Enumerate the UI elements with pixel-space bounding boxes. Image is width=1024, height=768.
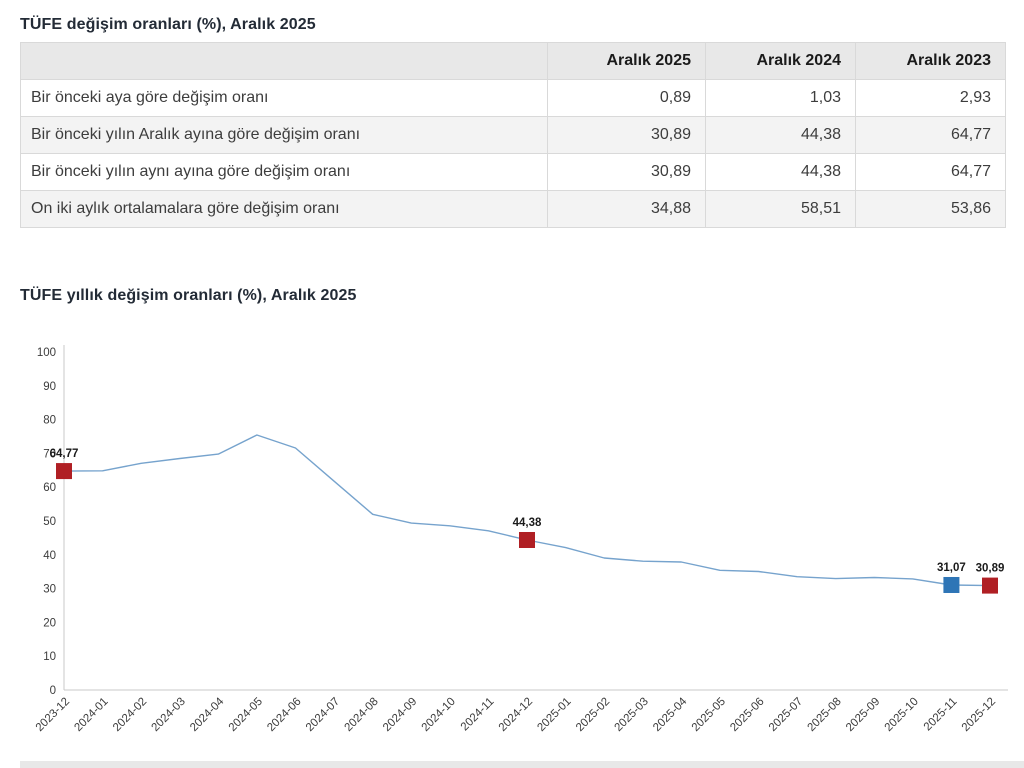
y-axis-tick-label: 50 <box>43 516 56 528</box>
x-axis-tick-label: 2025-02 <box>574 696 612 734</box>
chart-title: TÜFE yıllık değişim oranları (%), Aralık… <box>20 287 357 304</box>
x-axis-tick-label: 2024-02 <box>111 696 149 734</box>
data-label: 64,77 <box>50 448 79 460</box>
x-axis-tick-label: 2025-11 <box>922 696 960 734</box>
horizontal-scrollbar-track[interactable] <box>20 761 1024 768</box>
x-axis-tick-label: 2025-04 <box>651 695 690 734</box>
x-axis-tick-label: 2025-12 <box>960 696 998 734</box>
cpi-series-line <box>63 434 991 587</box>
header-cell: Aralık 2024 <box>705 42 856 80</box>
header-empty-cell <box>20 42 548 80</box>
row-value-cell: 53,86 <box>855 190 1006 228</box>
x-axis-tick-label: 2024-07 <box>304 696 342 734</box>
y-axis-tick-label: 10 <box>43 651 56 663</box>
row-value-cell: 2,93 <box>855 79 1006 117</box>
y-axis-tick-label: 90 <box>43 381 56 393</box>
cpi-table-header: Aralık 2025 Aralık 2024 Aralık 2023 <box>20 42 1006 80</box>
y-axis-tick-label: 70 <box>43 448 56 460</box>
y-axis-tick-label: 0 <box>50 685 56 697</box>
data-marker <box>519 531 535 548</box>
y-axis-tick-label: 100 <box>37 347 56 359</box>
header-cell: Aralık 2025 <box>547 42 706 80</box>
data-marker <box>56 463 72 480</box>
annual-cpi-chart-area: 0 10 20 30 40 50 60 70 80 90 100 2023-12 2024-01 2024… <box>20 333 1024 763</box>
table-row: On iki aylık ortalamalara göre değişim o… <box>20 190 1006 228</box>
x-axis-tick-label: 2025-07 <box>767 696 805 734</box>
x-axis-tick-label: 2025-09 <box>844 696 882 734</box>
row-value-cell: 30,89 <box>547 153 706 191</box>
row-value-cell: 1,03 <box>705 79 856 117</box>
table-header-row: Aralık 2025 Aralık 2024 Aralık 2023 <box>20 42 1006 80</box>
y-axis-tick-label: 80 <box>43 415 56 427</box>
row-value-cell: 64,77 <box>855 116 1006 154</box>
data-label: 30,89 <box>976 563 1005 575</box>
row-label-cell: Bir önceki yılın Aralık ayına göre değiş… <box>20 116 548 154</box>
row-value-cell: 34,88 <box>547 190 706 228</box>
x-axis-tick-label: 2024-05 <box>227 696 265 734</box>
x-axis-tick-label: 2025-03 <box>613 696 651 734</box>
data-label: 31,07 <box>937 562 966 574</box>
table-title: TÜFE değişim oranları (%), Aralık 2025 <box>20 16 316 33</box>
row-value-cell: 44,38 <box>705 116 856 154</box>
table-row: Bir önceki yılın Aralık ayına göre değiş… <box>20 116 1006 154</box>
x-axis-tick-label: 2024-01 <box>72 696 110 734</box>
x-axis-tick-label: 2024-10 <box>420 696 458 734</box>
y-axis-tick-label: 20 <box>43 617 56 629</box>
x-axis-tick-label: 2025-05 <box>690 696 728 734</box>
x-axis-tick-label: 2024-04 <box>188 695 227 734</box>
row-label-cell: Bir önceki aya göre değişim oranı <box>20 79 548 117</box>
data-label: 44,38 <box>513 517 542 529</box>
row-label-cell: Bir önceki yılın aynı ayına göre değişim… <box>20 153 548 191</box>
x-axis-tick-label: 2024-11 <box>459 696 497 734</box>
row-value-cell: 44,38 <box>705 153 856 191</box>
row-value-cell: 64,77 <box>855 153 1006 191</box>
x-axis-tick-label: 2025-08 <box>805 696 843 734</box>
header-cell: Aralık 2023 <box>855 42 1006 80</box>
data-marker <box>982 577 998 594</box>
row-label-cell: On iki aylık ortalamalara göre değişim o… <box>20 190 548 228</box>
x-axis-tick-label: 2025-10 <box>883 696 921 734</box>
cpi-table-body: Bir önceki aya göre değişim oranı 0,89 1,0… <box>20 79 1006 228</box>
data-marker <box>943 576 960 593</box>
cpi-change-rates-table: Aralık 2025 Aralık 2024 Aralık 2023 Bir ön… <box>20 42 1006 228</box>
x-axis-tick-label: 2024-12 <box>497 696 535 734</box>
x-axis-tick-label: 2024-06 <box>265 696 303 734</box>
table-row: Bir önceki yılın aynı ayına göre değişim… <box>20 153 1006 191</box>
x-axis-tick-label: 2024-09 <box>381 696 419 734</box>
y-axis-tick-label: 40 <box>43 550 56 562</box>
row-value-cell: 30,89 <box>547 116 706 154</box>
row-value-cell: 0,89 <box>547 79 706 117</box>
x-axis-tick-label: 2024-08 <box>342 696 380 734</box>
x-axis-tick-label: 2025-01 <box>535 696 573 734</box>
y-axis-tick-label: 30 <box>43 584 56 596</box>
x-axis-tick-label: 2024-03 <box>150 696 188 734</box>
y-axis-tick-label: 60 <box>43 482 56 494</box>
row-value-cell: 58,51 <box>705 190 856 228</box>
x-axis-tick-label: 2023-12 <box>34 696 72 734</box>
x-axis-tick-label: 2025-06 <box>728 696 766 734</box>
table-row: Bir önceki aya göre değişim oranı 0,89 1,0… <box>20 79 1006 117</box>
